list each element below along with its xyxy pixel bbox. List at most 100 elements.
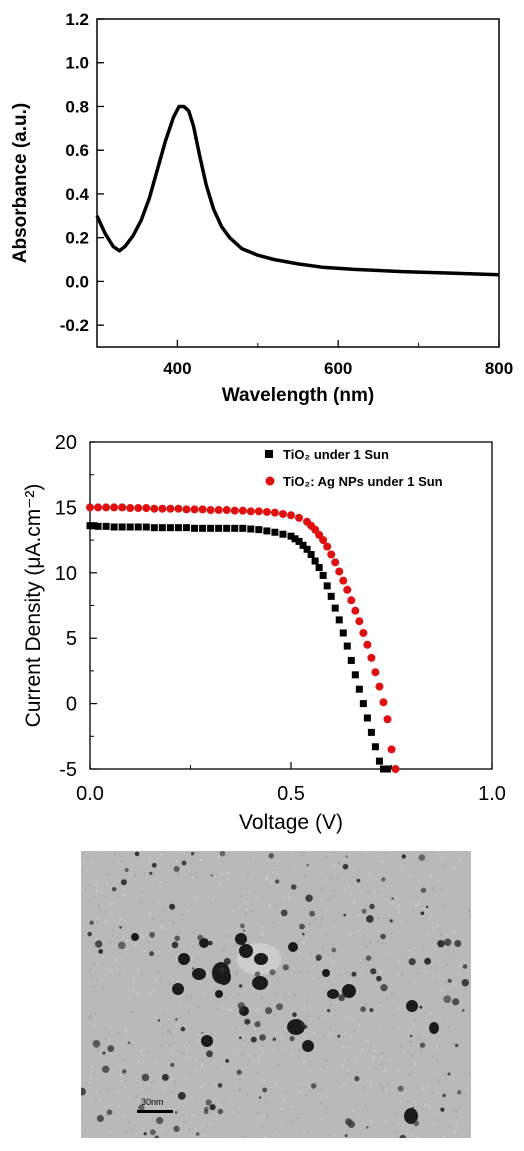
tio2-data-point bbox=[371, 743, 379, 751]
tio2-data-point bbox=[199, 524, 207, 532]
ag-np-data-point bbox=[110, 503, 119, 512]
y-tick-label: 0.0 bbox=[65, 272, 89, 291]
ag-np-data-point bbox=[319, 536, 328, 545]
nanoparticle bbox=[302, 932, 305, 936]
nanoparticle bbox=[258, 1096, 262, 1099]
nanoparticle bbox=[112, 886, 117, 892]
ag-np-data-point bbox=[206, 506, 215, 515]
nanoparticle bbox=[306, 863, 309, 867]
ag-np-data-point bbox=[190, 505, 199, 514]
y-tick-label: 0 bbox=[66, 694, 77, 716]
nanoparticle bbox=[149, 871, 153, 875]
tio2-data-point bbox=[287, 532, 295, 540]
nanoparticle bbox=[344, 1134, 348, 1138]
nanoparticle bbox=[210, 874, 213, 877]
legend-entry-tio2: TiO₂ under 1 Sun bbox=[283, 447, 389, 462]
x-tick-label: 0.0 bbox=[76, 783, 104, 805]
nanoparticle bbox=[173, 1125, 180, 1132]
y-tick-label: 10 bbox=[55, 563, 77, 585]
nanoparticle bbox=[462, 1009, 465, 1012]
nanoparticle bbox=[366, 915, 374, 923]
nanoparticle bbox=[122, 1069, 127, 1074]
nanoparticle bbox=[141, 1073, 150, 1082]
nanoparticle bbox=[356, 878, 361, 883]
tem-micrograph: 30nm bbox=[81, 851, 471, 1138]
nanoparticle bbox=[190, 852, 195, 856]
nanoparticle bbox=[420, 911, 425, 915]
nanoparticle bbox=[376, 975, 382, 982]
ag-np-data-point bbox=[387, 745, 396, 754]
y-tick-label: 1.2 bbox=[65, 10, 89, 29]
ag-np-data-point bbox=[86, 503, 94, 512]
y-tick-label: 20 bbox=[55, 432, 77, 454]
nanoparticle bbox=[119, 926, 122, 929]
ag-np-data-point bbox=[230, 506, 239, 515]
nanoparticle bbox=[454, 940, 462, 947]
nanoparticle bbox=[201, 1035, 213, 1047]
x-axis-label: Voltage (V) bbox=[239, 811, 343, 834]
nanoparticle bbox=[287, 1019, 305, 1035]
nanoparticle bbox=[259, 1034, 266, 1041]
nanoparticle bbox=[342, 984, 356, 998]
nanoparticle bbox=[366, 1125, 369, 1129]
nanoparticle bbox=[225, 1059, 230, 1063]
ag-np-data-point bbox=[118, 503, 127, 512]
nanoparticle bbox=[389, 919, 393, 923]
y-tick-label: 0.4 bbox=[65, 185, 89, 204]
x-tick-label: 1.0 bbox=[478, 783, 506, 805]
tio2-data-point bbox=[223, 524, 231, 532]
nanoparticle bbox=[272, 1037, 276, 1041]
tio2-data-point bbox=[375, 757, 383, 765]
current-voltage-chart: -5 0 5 10 15 20 0.0 0.5 1.0 Voltage (V) Current De… bbox=[22, 432, 506, 834]
nanoparticle bbox=[156, 1116, 164, 1125]
tio2-data-point bbox=[191, 524, 199, 532]
nanoparticle bbox=[175, 1018, 178, 1021]
nanoparticle bbox=[205, 1099, 212, 1106]
nanoparticle bbox=[174, 935, 180, 942]
nanoparticle bbox=[217, 1083, 223, 1088]
plot-frame bbox=[89, 441, 493, 770]
nanoparticle bbox=[239, 1036, 242, 1040]
nanoparticle bbox=[299, 923, 305, 930]
nanoparticle bbox=[411, 1106, 414, 1110]
nanoparticle bbox=[254, 971, 261, 977]
nanoparticle bbox=[217, 969, 231, 985]
ag-np-data-point bbox=[158, 504, 167, 513]
nanoparticle bbox=[81, 1087, 86, 1096]
nanoparticle bbox=[89, 920, 94, 925]
tio2-data-point bbox=[86, 522, 94, 530]
nanoparticle bbox=[408, 958, 416, 966]
nanoparticle bbox=[151, 862, 157, 868]
nanoparticle bbox=[223, 958, 231, 965]
nanoparticle bbox=[171, 941, 179, 949]
nanoparticle bbox=[201, 1031, 204, 1034]
nanoparticle bbox=[440, 1107, 445, 1112]
nanoparticle bbox=[102, 1051, 106, 1055]
nanoparticle bbox=[345, 1118, 352, 1126]
nanoparticle bbox=[197, 934, 204, 941]
nanoparticle bbox=[215, 990, 223, 998]
ag-np-data-point bbox=[327, 550, 336, 559]
ag-np-data-point bbox=[355, 617, 364, 626]
nanoparticle bbox=[369, 903, 375, 910]
nanoparticle bbox=[399, 1134, 406, 1138]
ag-np-data-point bbox=[363, 640, 372, 649]
ag-np-data-point bbox=[351, 606, 360, 615]
scale-bar-label: 30nm bbox=[141, 1097, 164, 1107]
nanoparticle bbox=[191, 967, 194, 970]
ag-np-data-point bbox=[102, 503, 111, 512]
legend-square-marker bbox=[265, 450, 273, 458]
tio2-data-point bbox=[359, 700, 367, 708]
ag-np-data-point bbox=[331, 558, 340, 567]
tio2-data-point bbox=[335, 616, 343, 624]
nanoparticle bbox=[401, 854, 406, 859]
nanoparticle bbox=[303, 1024, 308, 1029]
tio2-data-point bbox=[363, 714, 371, 722]
tio2-data-point bbox=[215, 524, 223, 532]
nanoparticle bbox=[370, 968, 377, 975]
tio2-data-point bbox=[327, 592, 335, 600]
nanoparticle bbox=[237, 1002, 245, 1010]
tio2-data-point bbox=[299, 541, 307, 549]
y-tick-label: -0.2 bbox=[60, 316, 89, 335]
ag-np-data-point bbox=[371, 668, 380, 677]
